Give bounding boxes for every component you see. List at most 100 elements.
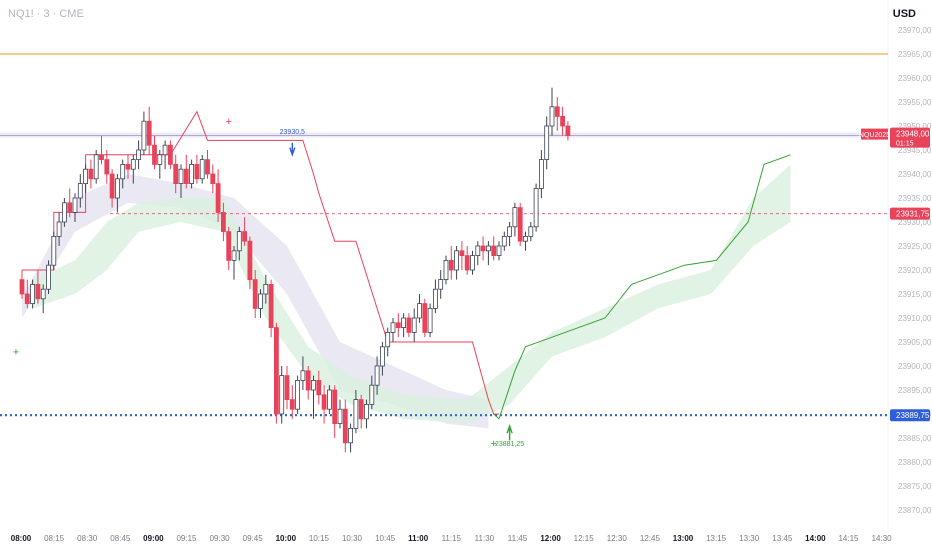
candle-body [231, 250, 237, 261]
candle-body [311, 379, 316, 391]
time-tick-label: 09:30 [210, 534, 231, 543]
candle-body [226, 231, 232, 261]
candle [464, 246, 470, 275]
time-tick-label: 10:30 [342, 534, 363, 543]
candle-body [305, 370, 311, 391]
candle-body [242, 231, 248, 242]
price-tick-label: 23960,00 [898, 74, 932, 83]
candle [146, 106, 152, 155]
candle-body [178, 168, 184, 184]
candle-body [385, 331, 391, 348]
price-tick-label: 23870,00 [898, 506, 932, 515]
candle [67, 188, 73, 218]
candle-body [523, 235, 528, 242]
candle [443, 255, 449, 285]
candle-body [332, 389, 338, 424]
candle [62, 198, 67, 227]
candle [268, 279, 274, 338]
candle [157, 150, 163, 179]
price-tick-label: 23940,00 [898, 170, 932, 179]
candle-body [528, 226, 534, 237]
candle [485, 241, 491, 266]
candle-body [279, 375, 285, 415]
candle-body [88, 168, 94, 180]
candle [300, 356, 306, 390]
candle-body [173, 163, 179, 184]
up-arrow-icon [506, 423, 513, 441]
time-tick-label: 08:00 [11, 534, 32, 543]
candle [332, 385, 338, 438]
candle-body [199, 159, 205, 180]
candles [19, 87, 571, 453]
candle [210, 164, 216, 194]
candle [517, 202, 523, 246]
candle [130, 154, 136, 184]
candle-body [316, 379, 322, 396]
candle [417, 294, 422, 323]
candle-body [183, 168, 189, 184]
time-tick-label: 08:15 [44, 534, 65, 543]
candle [24, 279, 30, 309]
candle-body [72, 197, 78, 213]
candle [173, 154, 179, 194]
candle-body [263, 283, 269, 295]
candle [104, 150, 110, 184]
candle [523, 231, 528, 251]
candle [167, 140, 173, 170]
candle [448, 246, 454, 280]
price-axis: 23870,0023875,0023880,0023885,0023890,00… [898, 26, 932, 515]
candle [46, 260, 51, 294]
candle-body [167, 144, 173, 165]
series-line-red [22, 110, 499, 415]
candle [507, 222, 513, 246]
candle [236, 226, 242, 261]
candle-body [321, 394, 327, 410]
candle [205, 150, 210, 179]
candle-body [549, 106, 555, 127]
candle [40, 284, 46, 314]
candle [470, 250, 475, 275]
candle-body [353, 399, 359, 429]
cloud-lavender [22, 174, 489, 429]
signal-markers: + + +23930,5 23881,25 [13, 116, 525, 450]
candle-body [56, 221, 62, 237]
candle-body [268, 283, 274, 328]
currency-label[interactable]: USD [892, 8, 916, 20]
candle [115, 174, 120, 213]
last-price-tag [890, 127, 930, 148]
candle-body [342, 408, 348, 444]
candle [162, 140, 168, 170]
candle [379, 342, 385, 376]
candle [30, 279, 36, 309]
candle-body [369, 384, 375, 405]
candle-body [205, 159, 210, 175]
candle [337, 399, 343, 429]
candle [364, 399, 369, 429]
axis-price-labels: NQU2025 23948,00 01:15 23931,75 23889,75 [859, 127, 930, 422]
candle [311, 375, 316, 419]
candle [19, 270, 25, 299]
target-price-tag [890, 207, 930, 220]
candle [560, 106, 565, 136]
candle [83, 164, 88, 194]
candle-body [443, 259, 449, 280]
signal-label-sell: 23930,5 [280, 129, 305, 136]
price-tick-label: 23885,00 [898, 434, 932, 443]
candle [395, 313, 401, 338]
candle-body [115, 178, 120, 199]
candle [438, 270, 444, 299]
candle-body [157, 154, 163, 165]
time-tick-label: 11:45 [508, 534, 528, 543]
candle-body [432, 288, 438, 309]
support-price-value: 23889,75 [896, 411, 930, 420]
candle [385, 327, 391, 357]
time-tick-label: 12:15 [574, 534, 595, 543]
candle [512, 202, 518, 237]
candle-body [35, 283, 41, 300]
price-tick-label: 23915,00 [898, 290, 932, 299]
time-tick-label: 08:30 [77, 534, 98, 543]
candle-body [289, 399, 295, 410]
candle [554, 97, 560, 131]
